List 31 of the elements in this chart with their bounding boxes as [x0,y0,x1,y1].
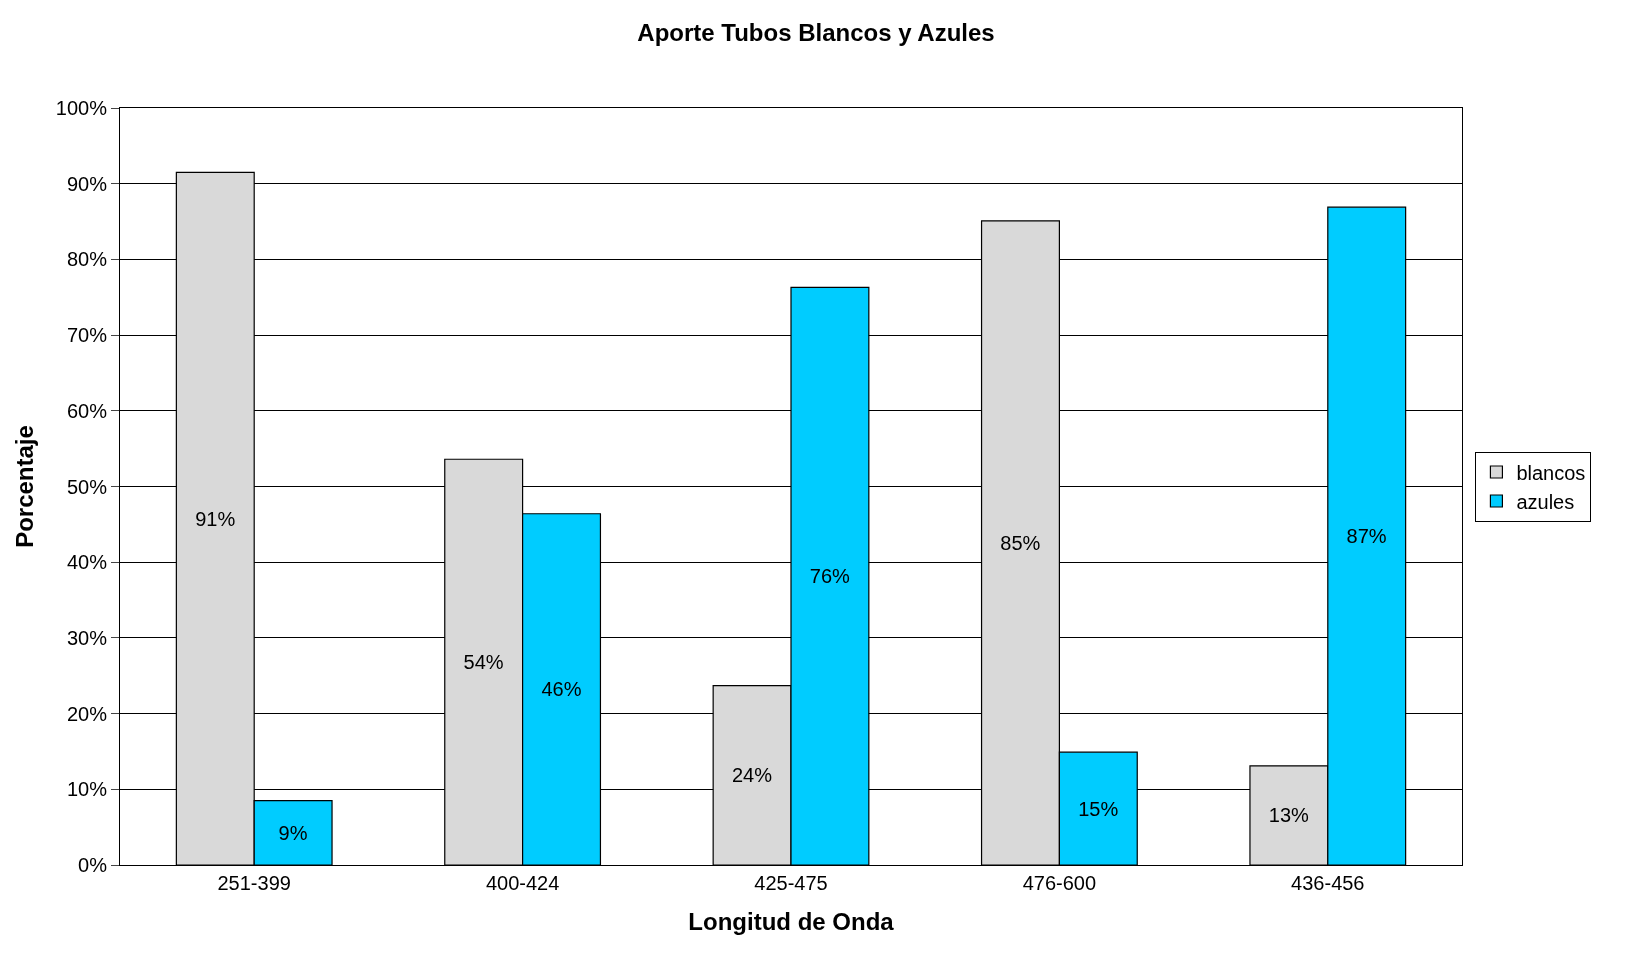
y-tick-label: 100% [55,97,108,119]
y-tick-label: 40% [66,551,108,574]
y-tick-label: 60% [66,399,108,422]
y-tick-label: 80% [66,248,108,271]
data-label: 76% [809,565,851,588]
chart-title: Aporte Tubos Blancos y Azules [637,18,995,46]
y-tick-label: 90% [66,172,108,195]
data-label: 24% [731,764,773,787]
data-label: 13% [1268,804,1309,827]
x-tick-label: 400-424 [485,872,560,894]
data-label: 15% [1078,797,1119,820]
x-tick-label: 251-399 [217,872,291,894]
data-label: 46% [541,678,582,701]
data-label: 91% [195,507,236,530]
y-tick-label: 10% [66,778,108,801]
y-tick-label: 70% [66,324,108,347]
y-tick-label: 50% [66,475,108,498]
data-label: 87% [1346,525,1387,548]
x-tick-label: 476-600 [1022,872,1097,894]
y-tick-label: 20% [66,702,108,725]
y-tick-label: 0% [78,854,108,876]
y-axis-title: Porcentaje [10,425,38,548]
data-label: 85% [1000,531,1041,554]
x-axis-title: Longitud de Onda [688,908,895,936]
legend-label: blancos [1516,461,1586,484]
y-tick-label: 30% [66,626,108,649]
x-tick-label: 436-456 [1291,872,1365,894]
data-label: 54% [463,651,504,674]
x-tick-label: 425-475 [754,872,828,894]
data-label: 9% [278,821,308,844]
legend-label: azules [1516,490,1575,513]
